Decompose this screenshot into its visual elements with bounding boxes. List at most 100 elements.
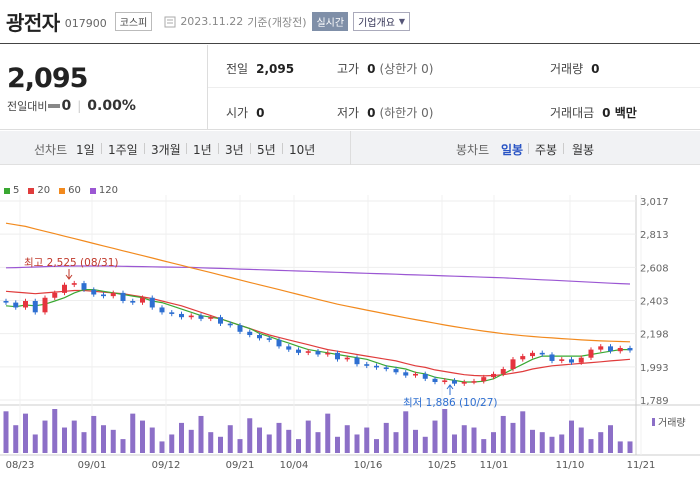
period-1y[interactable]: 1년 [193,143,212,157]
period-weekly[interactable]: 주봉 [535,143,558,157]
x-tick-label: 10/25 [428,460,457,471]
divider [563,143,564,154]
volume-bar [23,413,28,453]
period-daily[interactable]: 일봉 [501,143,524,157]
candle-body [208,317,214,319]
volume-bar [198,415,204,453]
volume-bar [32,434,38,453]
candle-body [91,289,97,295]
y-tick-label: 3,017 [640,197,669,208]
divider [186,143,187,154]
candlesticks [3,280,633,386]
volume-bar [413,429,418,453]
volume-bar [403,411,409,453]
candle-body [588,349,594,358]
period-1d[interactable]: 1일 [76,143,95,157]
stock-name: 광전자 [6,11,60,35]
legend-label: 20 [37,185,51,196]
volume-bar [481,439,487,453]
candle-body [140,297,145,303]
volume-bar [3,411,9,453]
volume-bar [344,425,350,453]
prev-close-value: 2,095 [256,61,295,76]
volume-bar [598,432,604,453]
candle-body [305,351,311,353]
candle-body [510,359,516,370]
open-value: 0 [256,105,265,120]
candle-body [471,381,477,383]
volume-bar [510,422,516,453]
candle-body [227,323,233,326]
upper-limit: (상한가 0) [379,62,434,76]
volume-bar [42,420,48,453]
legend-ma5: 5 [4,185,19,196]
clock-icon [164,16,180,28]
volume-bar [559,434,565,453]
legend-swatch [4,187,10,194]
period-5y[interactable]: 5년 [257,143,276,157]
quote-basis: 기준(개장전) [247,15,307,29]
divider [282,143,283,154]
volume-bar [588,439,594,453]
period-monthly[interactable]: 월봉 [572,143,595,157]
amount-cell: 거래대금 0 백만 [550,104,637,121]
candle-body [559,359,565,361]
low-annotation: 최저 1,886 (10/27) [403,397,498,409]
volume-bar [520,411,526,453]
legend-label: 5 [13,185,20,196]
price-chart[interactable]: 거래량 3,017 2,813 2,608 2,403 2,198 1,993 1,789 0… [0,165,700,490]
candle-body [617,347,623,352]
volume-bar [364,427,370,453]
realtime-button[interactable]: 실시간 [312,12,349,31]
candle-body [422,373,428,379]
volume-bar [188,429,194,453]
change-label: 전일대비 [7,100,48,113]
price-change: 전일대비 0 | 0.00% [7,98,136,114]
volume-legend-label: 거래량 [658,417,686,429]
ma120-line [5,265,631,285]
volume-bar [569,420,574,453]
line-chart-label: 선차트 [34,143,68,157]
period-toolbar: 선차트 1일 1주일 3개월 1년 3년 5년 10년 봉차트 일봉 주봉 월봉 [0,131,700,165]
high-value: 0 [367,61,376,76]
volume-bar [130,413,136,453]
legend-ma120: 120 [89,185,118,196]
candle-body [218,317,223,324]
legend-ma60: 60 [59,185,81,196]
volume-bar [257,427,262,453]
candle-body [237,325,243,332]
candle-body [335,352,340,360]
candle-body [130,300,136,303]
y-tick-label: 2,198 [640,330,669,341]
candle-body [81,283,87,290]
stock-code: 017900 [64,17,107,30]
candle-body [169,312,175,314]
candle-body [344,357,350,360]
period-3m[interactable]: 3개월 [151,143,181,157]
volume-bar [101,425,106,453]
company-overview-select[interactable]: 기업개요 ▼ [353,12,411,31]
open-cell: 시가 0 [226,104,264,121]
candle-body [354,357,360,365]
low-arrow-icon [446,384,454,395]
current-price: 2,095 [7,63,88,94]
volume-bar [52,409,58,453]
candle-body [364,364,370,366]
candle-body [149,297,155,308]
low-label: 저가 [337,106,360,120]
candle-body [198,315,204,319]
candle-body [569,359,574,363]
volume-bar [227,425,233,453]
period-3y[interactable]: 3년 [225,143,244,157]
period-10y[interactable]: 10년 [289,143,316,157]
divider [350,131,351,165]
x-tick-label: 09/21 [226,460,255,471]
prev-close-label: 전일 [226,62,249,76]
candle-body [315,351,321,355]
chevron-down-icon: ▼ [398,17,406,26]
volume-bar [247,418,253,453]
candle-body [432,378,438,383]
volume-bar [296,439,301,453]
volume-bar [149,427,155,453]
period-1w[interactable]: 1주일 [108,143,138,157]
